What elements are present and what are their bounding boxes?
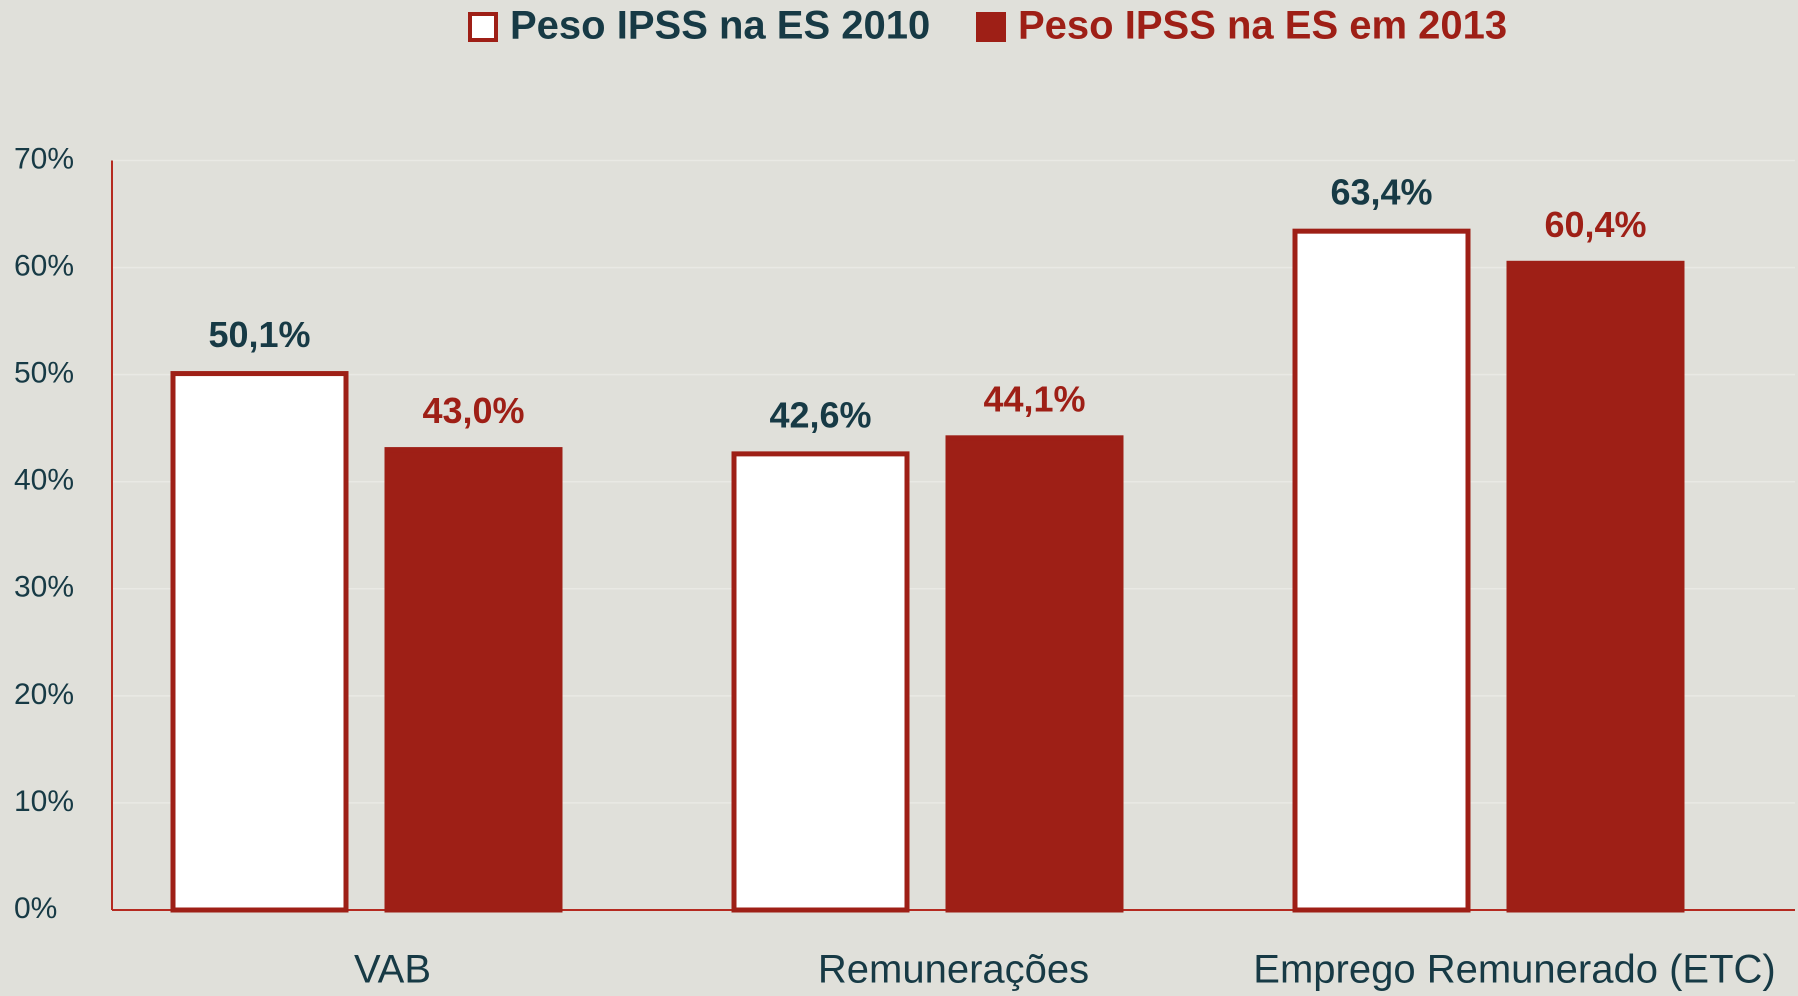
x-tick-label: VAB [354, 948, 431, 992]
y-tick-label: 20% [14, 678, 74, 711]
y-tick-label: 10% [14, 785, 74, 818]
legend-label: Peso IPSS na ES em 2013 [1018, 4, 1507, 48]
value-label: 44,1% [983, 378, 1085, 419]
legend-marker [976, 12, 1006, 42]
y-tick-label: 30% [14, 571, 74, 604]
value-label: 43,0% [422, 390, 524, 431]
value-label: 63,4% [1330, 172, 1432, 213]
bar [170, 371, 349, 913]
legend-marker [468, 12, 498, 42]
y-tick-label: 70% [14, 142, 74, 175]
bar [1292, 228, 1471, 913]
y-tick-label: 0% [14, 892, 57, 925]
x-tick-label: Remunerações [818, 948, 1089, 992]
bar [731, 451, 910, 913]
bar [1506, 260, 1685, 913]
y-tick-label: 50% [14, 357, 74, 390]
value-label: 42,6% [769, 394, 871, 435]
y-tick-label: 40% [14, 464, 74, 497]
value-label: 50,1% [208, 314, 310, 355]
y-tick-label: 60% [14, 249, 74, 282]
value-label: 60,4% [1544, 204, 1646, 245]
legend-label: Peso IPSS na ES 2010 [510, 4, 930, 48]
bar [384, 447, 563, 913]
x-tick-label: Emprego Remunerado (ETC) [1253, 948, 1775, 992]
bar [945, 435, 1124, 913]
